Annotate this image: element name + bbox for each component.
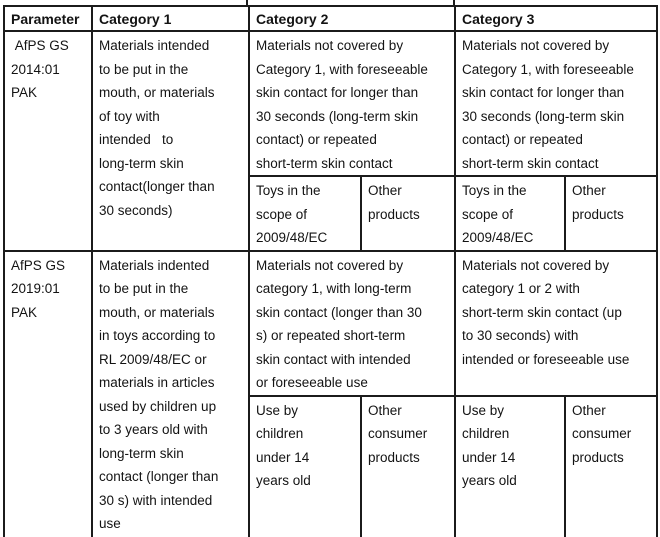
crop-artifact-line [246, 0, 248, 6]
cell-parameter-2019: AfPS GS 2019:01 PAK [3, 249, 93, 537]
cell-2014-category3-other-products: Other products [564, 175, 659, 252]
table-header-row: Parameter Category 1 Category 2 Category… [3, 5, 659, 32]
cell-2019-category3-children-use: Use by children under 14 years old [454, 394, 567, 537]
cell-2019-category2-other-consumer: Other consumer products [359, 394, 457, 537]
header-parameter: Parameter [3, 5, 93, 32]
table-row: AfPS GS 2019:01 PAK Materials indented t… [3, 249, 659, 537]
header-category-3: Category 3 [454, 5, 659, 32]
crop-artifact-line [453, 0, 455, 6]
cell-2014-category3-toys-scope: Toys in the scope of 2009/48/EC [454, 175, 567, 252]
header-category-1: Category 1 [91, 5, 250, 32]
cell-2014-category2-toys-scope: Toys in the scope of 2009/48/EC [248, 175, 362, 252]
cell-2019-category3-other-consumer: Other consumer products [564, 394, 659, 537]
cell-2019-category1: Materials indented to be put in the mout… [91, 249, 250, 537]
table-row: Use by children under 14 years old Other… [4, 394, 659, 537]
cell-2014-category1: Materials intended to be put in the mout… [91, 30, 250, 252]
pak-categories-table: Parameter Category 1 Category 2 Category… [3, 5, 659, 537]
cell-2019-category2-description: Materials not covered by category 1, wit… [247, 249, 457, 397]
cell-parameter-2014: AfPS GS 2014:01 PAK [3, 30, 93, 252]
cell-2014-category3-description: Materials not covered by Category 1, wit… [454, 30, 659, 177]
cell-2019-category2-children-use: Use by children under 14 years old [248, 394, 362, 537]
table-row: AfPS GS 2014:01 PAK Materials intended t… [3, 30, 659, 252]
cell-2019-category3-description: Materials not covered by category 1 or 2… [454, 249, 659, 397]
table-row: Toys in the scope of 2009/48/EC Other pr… [4, 175, 659, 252]
header-category-2: Category 2 [247, 5, 457, 32]
cell-2014-category2-description: Materials not covered by Category 1, wit… [247, 30, 457, 177]
cell-2014-category2-other-products: Other products [359, 175, 457, 252]
